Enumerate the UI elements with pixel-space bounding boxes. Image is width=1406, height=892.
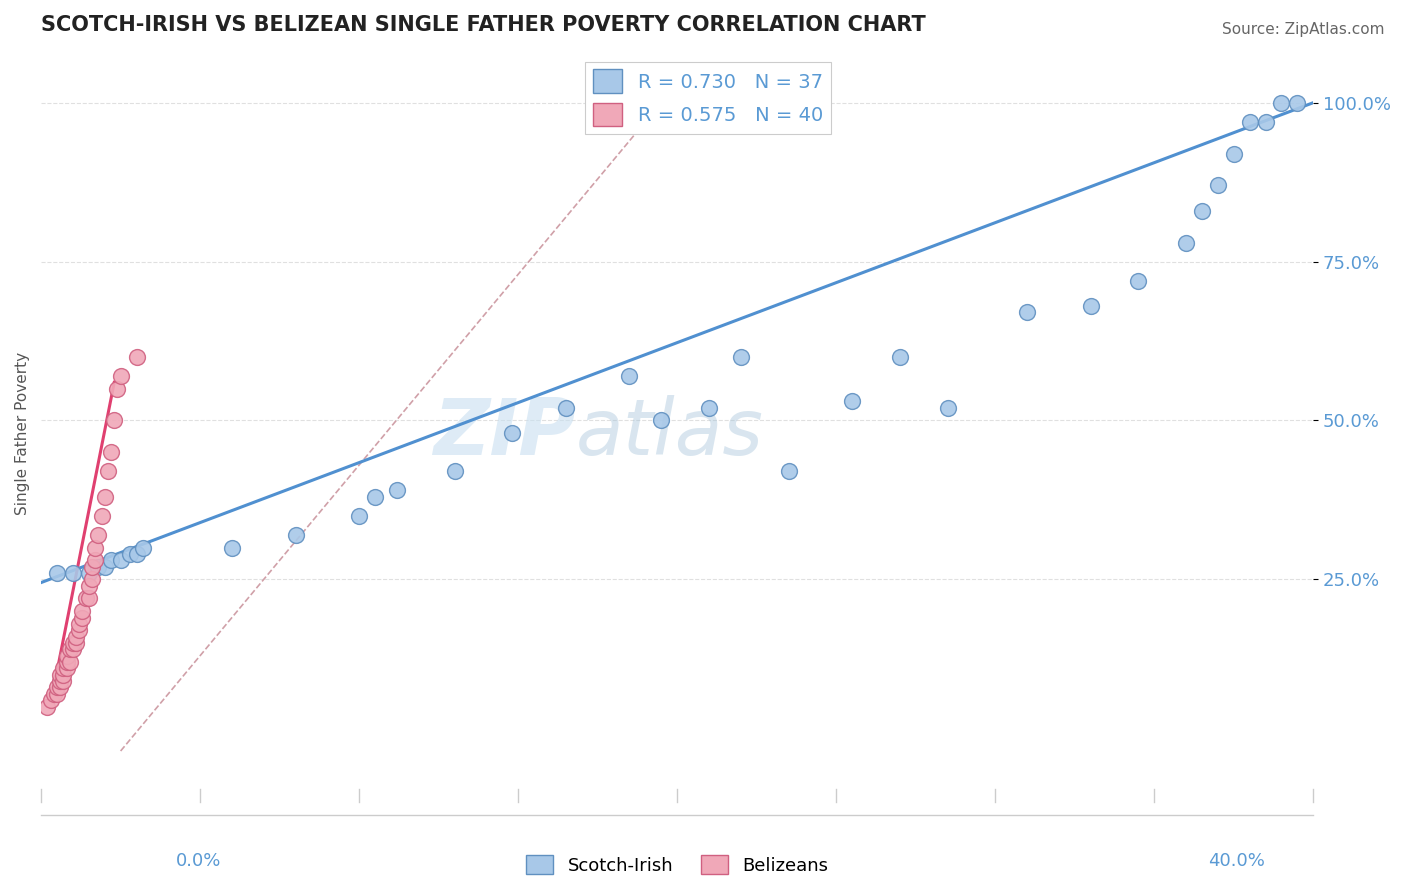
- Point: [65, 636, 87, 650]
- Point: [110, 369, 132, 384]
- Point: [1128, 274, 1150, 288]
- Point: [1286, 95, 1309, 110]
- Text: 0.0%: 0.0%: [176, 852, 221, 870]
- Point: [49, 674, 72, 689]
- Point: [1206, 178, 1229, 193]
- Point: [132, 541, 155, 555]
- Point: [77, 579, 100, 593]
- Point: [1254, 114, 1277, 128]
- Point: [77, 591, 100, 606]
- Point: [1239, 114, 1261, 128]
- Point: [347, 508, 370, 523]
- Point: [80, 573, 103, 587]
- Point: [841, 394, 863, 409]
- Point: [936, 401, 959, 415]
- Point: [49, 667, 72, 681]
- Point: [364, 490, 387, 504]
- Point: [93, 490, 115, 504]
- Point: [619, 369, 641, 384]
- Point: [39, 693, 62, 707]
- Point: [1175, 235, 1198, 250]
- Point: [62, 566, 84, 580]
- Point: [62, 642, 84, 657]
- Point: [55, 655, 77, 669]
- Point: [52, 667, 75, 681]
- Point: [87, 559, 110, 574]
- Point: [52, 674, 75, 689]
- Point: [1191, 203, 1213, 218]
- Point: [77, 566, 100, 580]
- Point: [120, 547, 142, 561]
- Point: [55, 648, 77, 663]
- Point: [59, 655, 82, 669]
- Point: [100, 445, 122, 459]
- Point: [67, 624, 90, 638]
- Point: [1015, 305, 1038, 319]
- Point: [697, 401, 720, 415]
- Point: [72, 610, 94, 624]
- Point: [501, 426, 523, 441]
- Point: [87, 528, 110, 542]
- Point: [37, 699, 59, 714]
- Point: [97, 464, 120, 478]
- Point: [443, 464, 465, 478]
- Point: [67, 616, 90, 631]
- Point: [52, 661, 75, 675]
- Point: [778, 464, 800, 478]
- Point: [125, 350, 148, 364]
- Point: [107, 382, 129, 396]
- Text: Source: ZipAtlas.com: Source: ZipAtlas.com: [1222, 22, 1385, 37]
- Legend: R = 0.730   N = 37, R = 0.575   N = 40: R = 0.730 N = 37, R = 0.575 N = 40: [585, 62, 831, 135]
- Point: [80, 559, 103, 574]
- Point: [1223, 146, 1246, 161]
- Point: [65, 630, 87, 644]
- Point: [221, 541, 243, 555]
- Point: [103, 413, 125, 427]
- Point: [554, 401, 576, 415]
- Point: [387, 483, 409, 498]
- Point: [110, 553, 132, 567]
- Point: [46, 687, 69, 701]
- Point: [84, 553, 107, 567]
- Point: [62, 636, 84, 650]
- Text: 40.0%: 40.0%: [1209, 852, 1265, 870]
- Point: [84, 541, 107, 555]
- Y-axis label: Single Father Poverty: Single Father Poverty: [15, 351, 30, 515]
- Point: [93, 559, 115, 574]
- Text: atlas: atlas: [575, 395, 763, 471]
- Point: [1080, 299, 1102, 313]
- Point: [75, 591, 97, 606]
- Point: [125, 547, 148, 561]
- Point: [730, 350, 752, 364]
- Point: [42, 687, 65, 701]
- Point: [100, 553, 122, 567]
- Point: [46, 566, 69, 580]
- Text: ZIP: ZIP: [433, 395, 575, 471]
- Point: [1270, 95, 1292, 110]
- Point: [59, 642, 82, 657]
- Point: [72, 604, 94, 618]
- Point: [650, 413, 672, 427]
- Point: [49, 681, 72, 695]
- Point: [284, 528, 307, 542]
- Point: [46, 681, 69, 695]
- Point: [90, 508, 112, 523]
- Point: [889, 350, 911, 364]
- Point: [55, 661, 77, 675]
- Text: SCOTCH-IRISH VS BELIZEAN SINGLE FATHER POVERTY CORRELATION CHART: SCOTCH-IRISH VS BELIZEAN SINGLE FATHER P…: [41, 15, 927, 35]
